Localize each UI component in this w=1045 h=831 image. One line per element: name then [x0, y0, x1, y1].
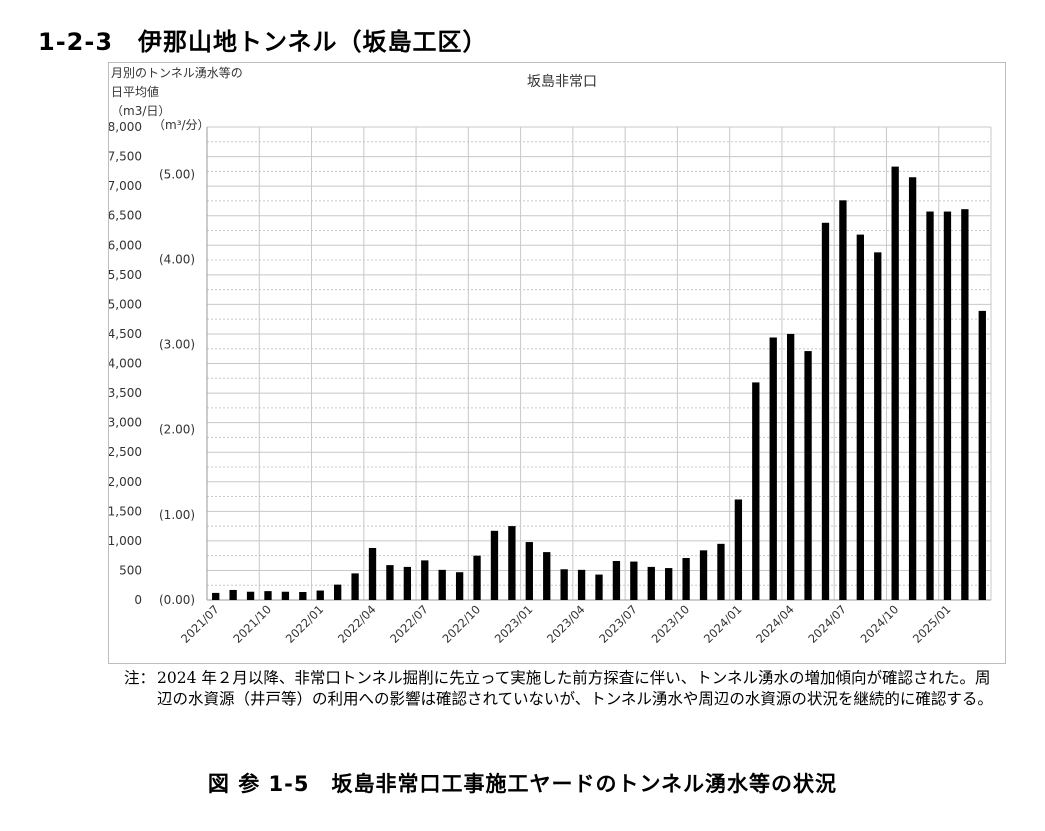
x-tick-label: 2021/07: [178, 602, 222, 646]
y-tick-label: 5,500: [109, 268, 142, 282]
bar: [264, 591, 272, 600]
y-tick-label: 4,500: [109, 327, 142, 341]
y-tick-label: 3,000: [109, 416, 142, 430]
secondary-y-tick-label: (3.00): [159, 338, 195, 352]
x-tick-label: 2023/01: [492, 602, 536, 646]
x-tick-label: 2023/07: [596, 602, 640, 646]
chart-panel: 坂島非常口 月別のトンネル湧水等の 日平均値 （m3/日） （m³/分） 0 50…: [108, 62, 1006, 664]
secondary-y-tick-label: (1.00): [159, 508, 195, 522]
y-tick-label: 3,500: [109, 386, 142, 400]
bar: [525, 542, 533, 600]
y-tick-label: 0: [134, 593, 142, 607]
x-tick-label: 2023/10: [649, 602, 693, 646]
x-tick-label: 2024/04: [753, 602, 797, 646]
x-axis: 2021/07 2021/10 2022/01 2022/04 2022/07 2022/…: [178, 602, 953, 646]
x-tick-label: 2024/01: [701, 602, 745, 646]
bar: [577, 569, 586, 600]
x-tick-label: 2024/10: [858, 602, 902, 646]
x-tick-label: 2022/07: [387, 602, 431, 646]
y-tick-label: 2,000: [109, 475, 142, 489]
bar: [508, 526, 516, 600]
bar: [543, 552, 551, 600]
bar: [386, 565, 394, 600]
y-tick-label: 1,500: [109, 504, 142, 518]
bar: [351, 573, 359, 600]
y-axis-label-line-1: 月別のトンネル湧水等の: [111, 66, 243, 80]
bar: [752, 382, 760, 600]
bar: [978, 310, 986, 600]
grid: [206, 126, 992, 601]
bar: [769, 337, 777, 600]
bar: [665, 568, 673, 600]
y-tick-label: 2,500: [109, 445, 142, 459]
bar: [717, 543, 725, 600]
secondary-y-tick-label: (5.00): [159, 167, 195, 181]
y-tick-label: 7,500: [109, 150, 142, 164]
x-tick-label: 2022/04: [335, 602, 379, 646]
y-tick-label: 4,000: [109, 357, 142, 371]
secondary-y-tick-label: (2.00): [159, 423, 195, 437]
bar: [926, 211, 934, 600]
bar: [368, 547, 377, 600]
note-label: 注：: [124, 669, 156, 687]
y-tick-label: 6,500: [109, 209, 142, 223]
bar: [908, 177, 917, 600]
bar: [299, 592, 307, 600]
bar: [421, 560, 429, 600]
bar: [316, 590, 324, 600]
bar: [455, 572, 464, 600]
x-tick-label: 2021/10: [230, 602, 274, 646]
bar: [473, 555, 481, 600]
y-tick-label: 8,000: [109, 120, 142, 134]
figure-caption: 図 参 1-5 坂島非常口工事施工ヤードのトンネル湧水等の状況: [207, 772, 838, 796]
bar: [246, 591, 255, 600]
bar-chart: 坂島非常口 月別のトンネル湧水等の 日平均値 （m3/日） （m³/分） 0 50…: [109, 66, 992, 646]
bar: [891, 166, 899, 600]
y-tick-label: 6,000: [109, 238, 142, 252]
x-tick-label: 2023/04: [544, 602, 588, 646]
y-axis-label-line-3: （m3/日）: [111, 104, 170, 118]
secondary-axis-unit: （m³/分）: [153, 118, 210, 132]
y-axis: 0 500 1,000 1,500 2,000 2,500 3,000 3,500 4,000 4…: [109, 120, 142, 607]
bar: [438, 569, 446, 600]
bar: [403, 566, 412, 600]
bar: [874, 252, 882, 600]
bar: [734, 499, 743, 600]
x-tick-label: 2025/01: [910, 602, 954, 646]
y-tick-label: 500: [119, 563, 142, 577]
bar: [943, 211, 952, 600]
x-tick-label: 2022/01: [283, 602, 327, 646]
bar: [212, 592, 220, 600]
bar: [560, 569, 568, 600]
bar: [699, 550, 708, 600]
bar: [961, 209, 969, 600]
bar: [647, 566, 655, 600]
bar: [334, 584, 342, 600]
x-tick-label: 2022/10: [439, 602, 483, 646]
bar: [821, 222, 830, 600]
bar: [786, 333, 795, 600]
secondary-y-tick-label: (0.00): [159, 593, 195, 607]
bar: [595, 574, 603, 600]
bar: [490, 530, 499, 600]
bar: [804, 351, 812, 600]
bar: [856, 234, 864, 601]
secondary-y-tick-label: (4.00): [159, 252, 195, 266]
y-tick-label: 1,000: [109, 534, 142, 548]
bar: [630, 561, 638, 600]
section-heading: 1-2-3 伊那山地トンネル（坂島工区）: [38, 28, 488, 56]
bar: [612, 560, 621, 600]
bar: [682, 558, 690, 600]
bars: [212, 166, 986, 601]
x-tick-label: 2024/07: [805, 602, 849, 646]
note-text: 2024 年２月以降、非常口トンネル掘削に先立って実施した前方探査に伴い、トンネ…: [157, 669, 993, 708]
y-tick-label: 5,000: [109, 297, 142, 311]
secondary-y-axis: (0.00) (1.00) (2.00) (3.00) (4.00) (5.00): [159, 167, 195, 607]
y-axis-label-line-2: 日平均値: [111, 84, 159, 99]
bar: [229, 589, 237, 600]
chart-title: 坂島非常口: [527, 74, 597, 90]
bar: [281, 591, 290, 600]
y-tick-label: 7,000: [109, 179, 142, 193]
bar: [839, 200, 847, 600]
